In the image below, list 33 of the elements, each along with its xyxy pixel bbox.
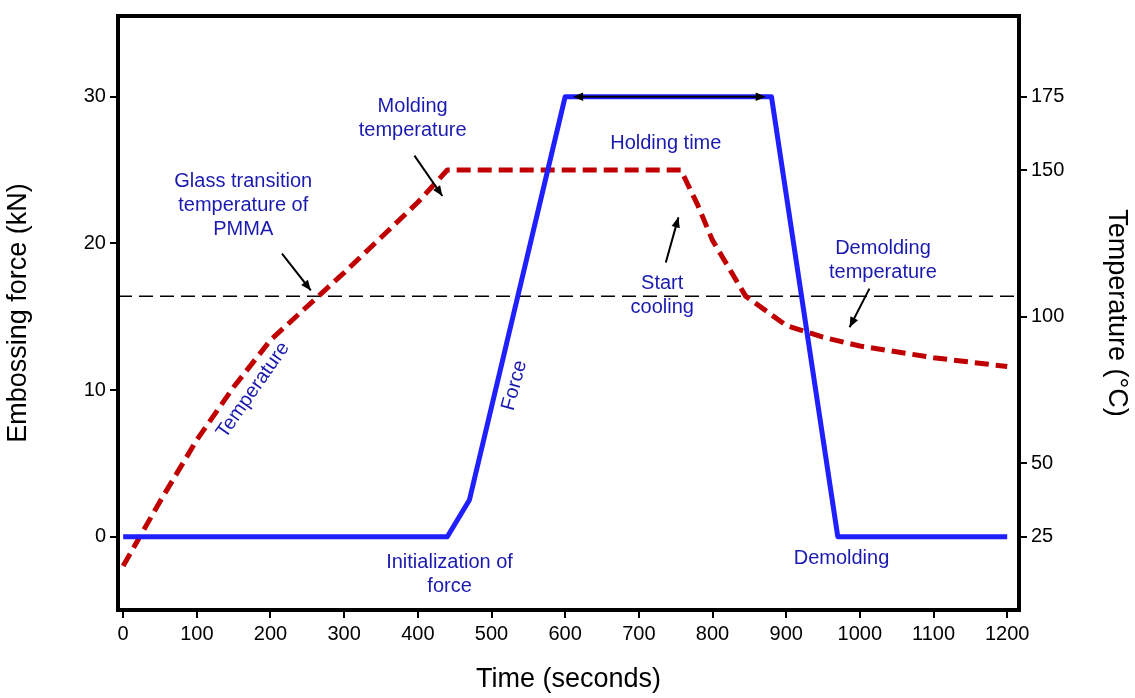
x-tick-label: 800 [695,621,730,644]
x-tick-label: 1100 [912,621,956,644]
x-tick-label: 900 [769,621,803,644]
annotation: Glass transition temperature of PMMA [174,169,313,239]
x-tick-label: 1000 [837,621,883,644]
x-tick-label: 600 [548,621,582,644]
annotation: Demolding temperature [829,236,937,283]
annotation: Start cooling [630,271,694,318]
x-tick-label: 100 [180,621,214,644]
y2-axis-title: Temperature (°C) [1103,209,1134,417]
annotation: Force [495,357,531,413]
y-tick-label: 20 [83,230,106,253]
y-tick-label: 10 [83,377,106,400]
x-tick-label: 1200 [984,621,1030,644]
y2-tick-label: 100 [1031,304,1065,327]
y2-tick-label: 150 [1031,157,1065,180]
y2-tick-label: 175 [1031,84,1065,107]
annotation: Initialization of force [386,550,514,597]
x-tick-label: 700 [622,621,656,644]
y-tick-label: 30 [83,84,106,107]
x-tick-label: 400 [401,621,435,644]
y2-tick-label: 25 [1031,524,1054,547]
x-tick-label: 0 [117,621,129,644]
x-tick-label: 300 [327,621,361,644]
y-tick-label: 0 [94,524,106,547]
x-axis-title: Time (seconds) [475,663,662,694]
y2-tick-label: 50 [1031,450,1054,473]
y-axis-title: Embossing force (kN) [1,183,32,443]
x-tick-label: 200 [253,621,288,644]
x-tick-label: 500 [474,621,509,644]
annotation: Molding temperature [358,94,467,141]
annotation: Demolding [793,545,890,568]
annotation: Holding time [610,131,722,154]
